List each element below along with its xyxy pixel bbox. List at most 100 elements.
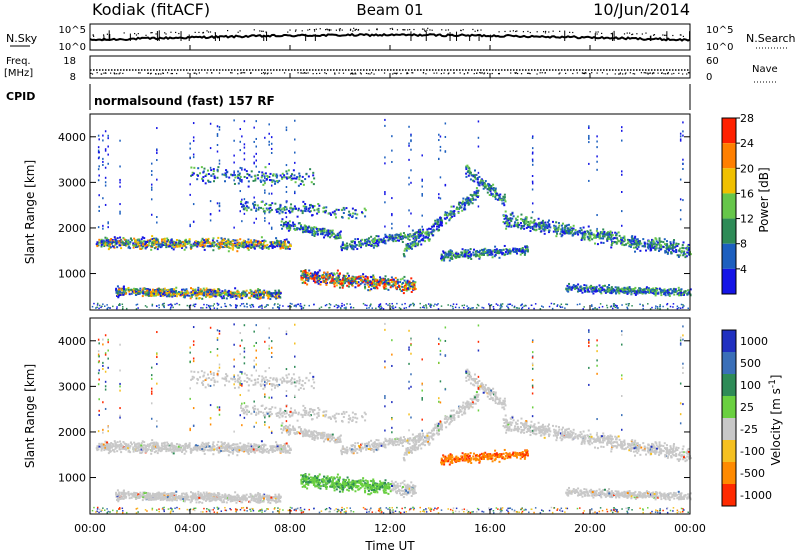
power-point	[494, 189, 497, 192]
power-point	[654, 248, 657, 251]
power-point	[470, 257, 473, 260]
power-point	[501, 202, 504, 205]
power-point	[296, 176, 299, 179]
power-point	[304, 275, 307, 278]
power-point	[167, 239, 170, 242]
power-point	[645, 287, 648, 290]
power-point	[387, 235, 390, 238]
power-point	[410, 245, 413, 248]
power-point	[347, 274, 350, 277]
power-point	[346, 246, 349, 249]
power-point	[283, 221, 286, 224]
power-point	[269, 245, 272, 248]
power-point	[539, 221, 542, 224]
nave-dot	[453, 72, 455, 74]
power-point	[480, 179, 483, 182]
power-point	[305, 208, 308, 211]
power-point	[217, 294, 220, 297]
power-point	[155, 294, 158, 297]
power-point	[254, 179, 257, 182]
power-point	[348, 283, 351, 286]
power-point	[409, 285, 412, 288]
power-point	[356, 213, 359, 216]
power-point	[262, 296, 265, 299]
power-point	[407, 244, 410, 247]
power-point	[401, 283, 404, 286]
power-point	[218, 241, 221, 244]
power-point	[307, 209, 310, 212]
power-point	[463, 204, 466, 207]
power-point	[429, 227, 432, 230]
power-point	[252, 292, 255, 295]
power-point	[264, 240, 267, 243]
power-point	[391, 234, 394, 237]
power-point	[677, 292, 680, 295]
power-point	[206, 290, 209, 293]
power-point	[348, 210, 351, 213]
power-point	[95, 243, 98, 246]
power-point	[182, 243, 185, 246]
power-point	[255, 244, 258, 247]
power-point	[284, 220, 287, 223]
power-point	[294, 225, 297, 228]
power-point	[593, 235, 596, 238]
power-point	[364, 275, 367, 278]
power-point	[472, 175, 475, 178]
power-point	[341, 216, 344, 219]
power-point	[632, 240, 635, 243]
nave-dot	[491, 72, 493, 75]
power-point	[268, 290, 271, 293]
nsearch-dot	[427, 27, 429, 29]
power-point	[656, 306, 659, 308]
power-point	[194, 241, 197, 244]
power-point	[504, 200, 507, 203]
power-point	[212, 305, 214, 307]
power-point	[370, 285, 373, 288]
power-point	[636, 238, 639, 241]
power-point	[608, 236, 611, 239]
power-point	[603, 231, 606, 234]
power-point	[120, 239, 123, 242]
power-point	[493, 308, 495, 310]
power-point	[615, 242, 618, 245]
power-point	[638, 242, 641, 245]
power-point	[657, 291, 660, 294]
power-point	[398, 233, 401, 236]
power-point	[328, 303, 331, 305]
power-point	[564, 226, 567, 229]
power-point	[341, 278, 344, 281]
power-point	[383, 239, 386, 242]
power-point	[381, 278, 384, 281]
power-point	[650, 288, 653, 291]
power-point	[431, 234, 434, 237]
power-point	[541, 219, 544, 222]
power-point	[534, 222, 537, 225]
power-point	[603, 284, 606, 287]
power-point	[324, 209, 327, 212]
power-point	[596, 232, 599, 235]
power-point	[165, 243, 168, 246]
power-point	[602, 228, 605, 231]
power-point	[248, 241, 251, 244]
power-point	[190, 245, 193, 248]
power-point	[257, 241, 260, 244]
power-point	[683, 291, 686, 294]
power-point	[387, 282, 390, 285]
power-point	[489, 190, 492, 193]
power-point	[558, 224, 561, 227]
power-point	[132, 242, 135, 245]
power-point	[579, 230, 582, 233]
power-point	[444, 251, 447, 254]
power-point	[293, 205, 296, 208]
power-point	[667, 290, 670, 293]
nave-dot	[647, 73, 649, 75]
power-point	[465, 253, 468, 256]
power-point	[261, 174, 264, 177]
power-point	[576, 231, 579, 234]
power-point	[478, 256, 481, 259]
power-point	[633, 237, 636, 240]
power-point	[370, 303, 372, 305]
power-point	[218, 246, 221, 249]
power-point	[568, 282, 571, 285]
nave-dot	[459, 72, 461, 74]
